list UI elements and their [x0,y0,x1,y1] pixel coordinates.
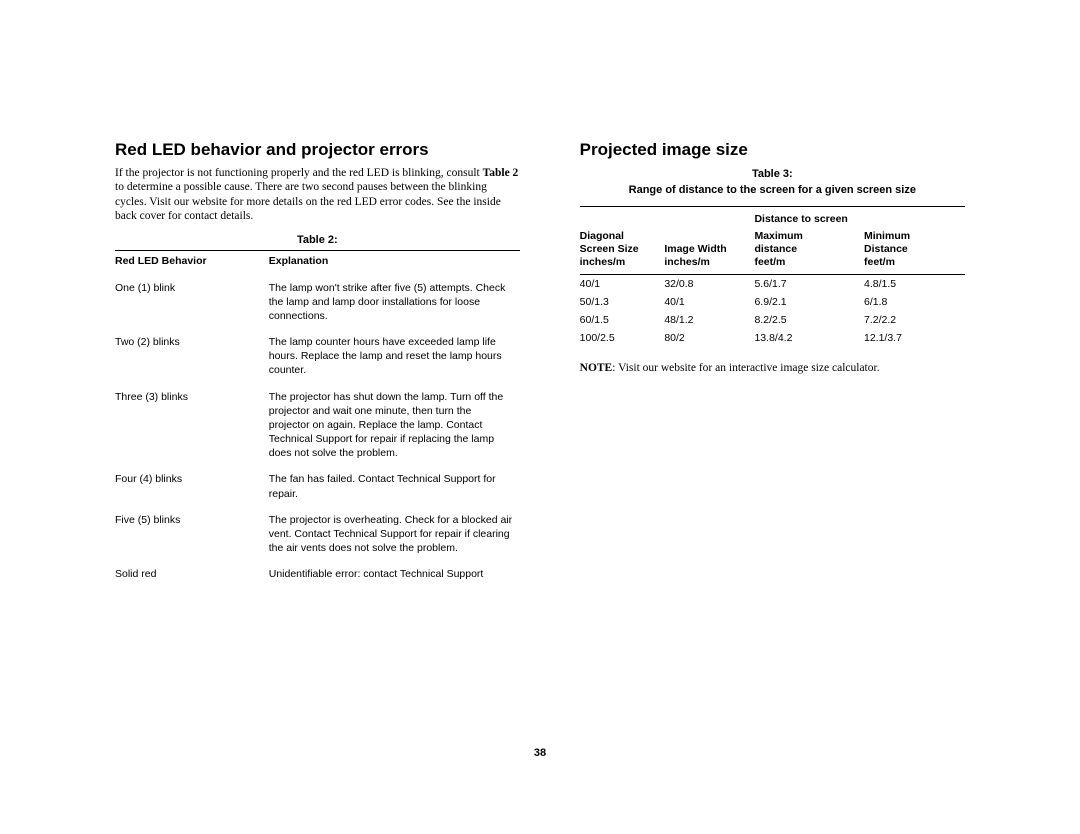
table-row: Three (3) blinksThe projector has shut d… [115,384,520,467]
size-cell: 100/2.5 [580,329,661,347]
note-rest: : Visit our website for an interactive i… [612,362,879,374]
size-cell: 6/1.8 [860,293,965,311]
size-cell: 12.1/3.7 [860,329,965,347]
size-cell: 60/1.5 [580,311,661,329]
note-bold: NOTE [580,362,613,374]
table-row: Five (5) blinksThe projector is overheat… [115,507,520,562]
size-cell: 40/1 [660,293,750,311]
table-row: 100/2.580/213.8/4.212.1/3.7 [580,329,965,347]
led-behavior-cell: Two (2) blinks [115,329,269,384]
size-cell: 13.8/4.2 [750,329,860,347]
table3-caption: Table 3: [580,168,965,180]
led-intro: If the projector is not functioning prop… [115,166,520,224]
table-row: Two (2) blinksThe lamp counter hours hav… [115,329,520,384]
led-col1-header: Red LED Behavior [115,250,269,275]
blank [580,207,661,229]
intro-bold: Table 2 [483,167,519,179]
left-column: Red LED behavior and projector errors If… [115,140,520,587]
led-behavior-cell: Four (4) blinks [115,466,269,506]
size-super-header: Distance to screen [580,207,965,229]
size-note: NOTE: Visit our website for an interacti… [580,361,965,375]
led-behavior-cell: Five (5) blinks [115,507,269,562]
size-cell: 6.9/2.1 [750,293,860,311]
right-column: Projected image size Table 3: Range of d… [580,140,965,587]
blank [660,207,750,229]
table2-caption: Table 2: [115,234,520,246]
size-col3-header: Maximumdistancefeet/m [750,228,860,274]
table-row: One (1) blinkThe lamp won't strike after… [115,275,520,330]
led-explanation-cell: The fan has failed. Contact Technical Su… [269,466,520,506]
led-explanation-cell: The projector is overheating. Check for … [269,507,520,562]
size-spanner: Distance to screen [750,207,965,229]
led-heading: Red LED behavior and projector errors [115,140,520,160]
intro-text-after: to determine a possible cause. There are… [115,181,501,222]
size-heading: Projected image size [580,140,965,160]
led-col2-header: Explanation [269,250,520,275]
size-col4-header: MinimumDistancefeet/m [860,228,965,274]
size-cell: 50/1.3 [580,293,661,311]
size-col2-header: Image Widthinches/m [660,228,750,274]
led-explanation-cell: Unidentifiable error: contact Technical … [269,561,520,587]
size-cell: 8.2/2.5 [750,311,860,329]
led-behavior-cell: One (1) blink [115,275,269,330]
table-row: Four (4) blinksThe fan has failed. Conta… [115,466,520,506]
page-content: Red LED behavior and projector errors If… [0,0,1080,587]
table-row: 40/132/0.85.6/1.74.8/1.5 [580,274,965,293]
size-cell: 7.2/2.2 [860,311,965,329]
table-row: 60/1.548/1.28.2/2.57.2/2.2 [580,311,965,329]
led-explanation-cell: The lamp counter hours have exceeded lam… [269,329,520,384]
size-cell: 5.6/1.7 [750,274,860,293]
size-cell: 80/2 [660,329,750,347]
table3-subcaption: Range of distance to the screen for a gi… [580,184,965,196]
led-explanation-cell: The lamp won't strike after five (5) att… [269,275,520,330]
led-header-row: Red LED Behavior Explanation [115,250,520,275]
led-behavior-cell: Solid red [115,561,269,587]
page-number: 38 [0,747,1080,759]
led-behavior-cell: Three (3) blinks [115,384,269,467]
size-col1-header: DiagonalScreen Sizeinches/m [580,228,661,274]
size-cell: 4.8/1.5 [860,274,965,293]
size-header-row: DiagonalScreen Sizeinches/mImage Widthin… [580,228,965,274]
size-cell: 48/1.2 [660,311,750,329]
led-explanation-cell: The projector has shut down the lamp. Tu… [269,384,520,467]
size-cell: 40/1 [580,274,661,293]
size-table: Distance to screenDiagonalScreen Sizeinc… [580,206,965,347]
size-cell: 32/0.8 [660,274,750,293]
intro-text-before: If the projector is not functioning prop… [115,167,483,179]
table-row: Solid redUnidentifiable error: contact T… [115,561,520,587]
table-row: 50/1.340/16.9/2.16/1.8 [580,293,965,311]
led-table: Red LED Behavior Explanation One (1) bli… [115,250,520,588]
